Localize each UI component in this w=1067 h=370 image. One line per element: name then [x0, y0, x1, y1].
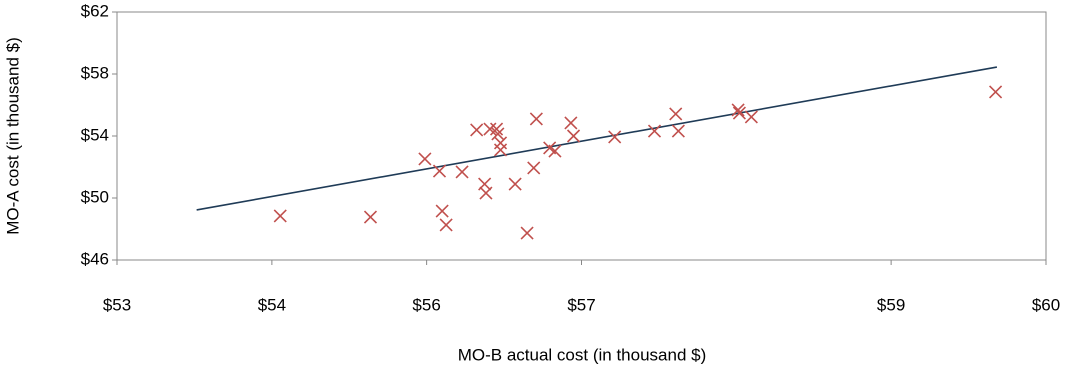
point	[489, 122, 504, 136]
point	[491, 127, 505, 141]
point	[435, 204, 449, 218]
point	[418, 152, 432, 166]
point	[455, 165, 469, 179]
y-tick-label: $46	[81, 249, 109, 268]
point	[493, 143, 508, 157]
x-tick-label: $53	[103, 295, 131, 314]
point	[732, 106, 746, 120]
point	[508, 177, 522, 191]
point	[493, 136, 508, 150]
y-tick-label: $62	[81, 1, 109, 20]
point	[432, 164, 447, 178]
point	[529, 112, 543, 126]
point	[669, 107, 683, 121]
x-tick-label: $54	[258, 295, 286, 314]
point	[273, 209, 287, 223]
x-tick-label: $57	[567, 295, 595, 314]
y-tick-label: $54	[81, 125, 109, 144]
point	[520, 226, 534, 240]
point	[548, 144, 562, 158]
point	[439, 218, 453, 232]
point	[744, 110, 758, 124]
x-tick-label: $60	[1032, 295, 1060, 314]
point	[527, 161, 541, 175]
point	[363, 210, 378, 224]
point	[483, 122, 497, 136]
point	[671, 124, 685, 138]
x-tick-label: $56	[412, 295, 440, 314]
point	[479, 186, 493, 200]
x-tick-label: $59	[877, 295, 905, 314]
point	[608, 130, 622, 144]
point	[731, 103, 745, 117]
plot-area	[116, 11, 1047, 261]
x-axis-label: MO-B actual cost (in thousand $)	[458, 345, 707, 364]
point	[470, 123, 484, 137]
y-tick-label: $50	[81, 187, 109, 206]
point	[564, 116, 578, 130]
trendline	[196, 66, 998, 211]
point	[566, 129, 581, 143]
y-tick-label: $58	[81, 63, 109, 82]
point	[989, 85, 1003, 99]
y-axis-label: MO-A cost (in thousand $)	[3, 37, 22, 234]
point	[647, 124, 662, 138]
